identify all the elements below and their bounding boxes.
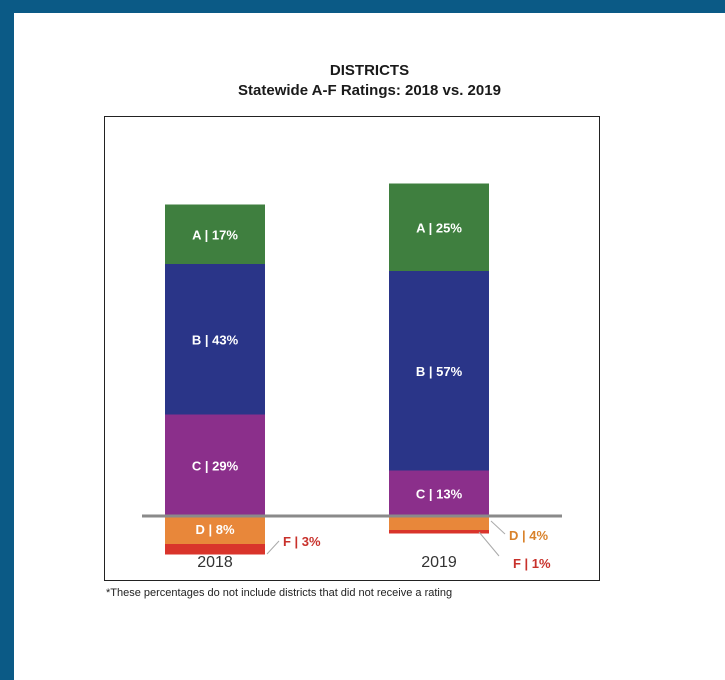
bar-label-2018-A: A | 17% <box>192 227 238 242</box>
bar-2019-D <box>389 516 489 530</box>
bar-2018-D <box>165 516 265 544</box>
category-label-2018: 2018 <box>197 554 233 571</box>
bar-label-2019-F: F | 1% <box>513 556 551 571</box>
bar-label-2019-B: B | 57% <box>416 364 463 379</box>
category-label-2019: 2019 <box>421 554 457 571</box>
bar-label-2019-C: C | 13% <box>416 486 463 501</box>
leader-2019-F <box>478 531 500 557</box>
bar-label-2018-F: F | 3% <box>283 534 321 549</box>
bar-2019-F <box>389 530 489 534</box>
stacked-bar-chart: C | 29% B | 43% A | 17% 2018 C | 13% B | 57% A… <box>142 183 562 571</box>
bar-2018-C <box>165 414 265 516</box>
bar-2019-A <box>389 183 489 271</box>
page: DISTRICTS Statewide A-F Ratings: 2018 vs… <box>14 13 725 680</box>
chart-frame <box>104 116 600 581</box>
footnote: *These percentages do not include distri… <box>106 587 453 599</box>
chart-subtitle: Statewide A-F Ratings: 2018 vs. 2019 <box>238 82 501 99</box>
chart-title: DISTRICTS <box>329 62 410 79</box>
bar-2019-C <box>389 470 489 516</box>
bar-label-2019-A: A | 25% <box>416 220 462 235</box>
bar-2018-F <box>165 544 265 555</box>
bar-label-2019-D: D | 4% <box>509 528 548 543</box>
bar-2018-A <box>165 204 265 264</box>
bar-label-2018-D: D | 8% <box>195 522 234 537</box>
chart-titles: DISTRICTS Statewide A-F Ratings: 2018 vs… <box>14 61 725 101</box>
bar-label-2018-B: B | 43% <box>192 332 239 347</box>
bar-2019-B <box>389 271 489 471</box>
bar-label-2018-C: C | 29% <box>192 458 239 473</box>
bar-2018-B <box>165 264 265 415</box>
leader-2018-F <box>266 540 280 555</box>
leader-2019-D <box>490 520 506 535</box>
